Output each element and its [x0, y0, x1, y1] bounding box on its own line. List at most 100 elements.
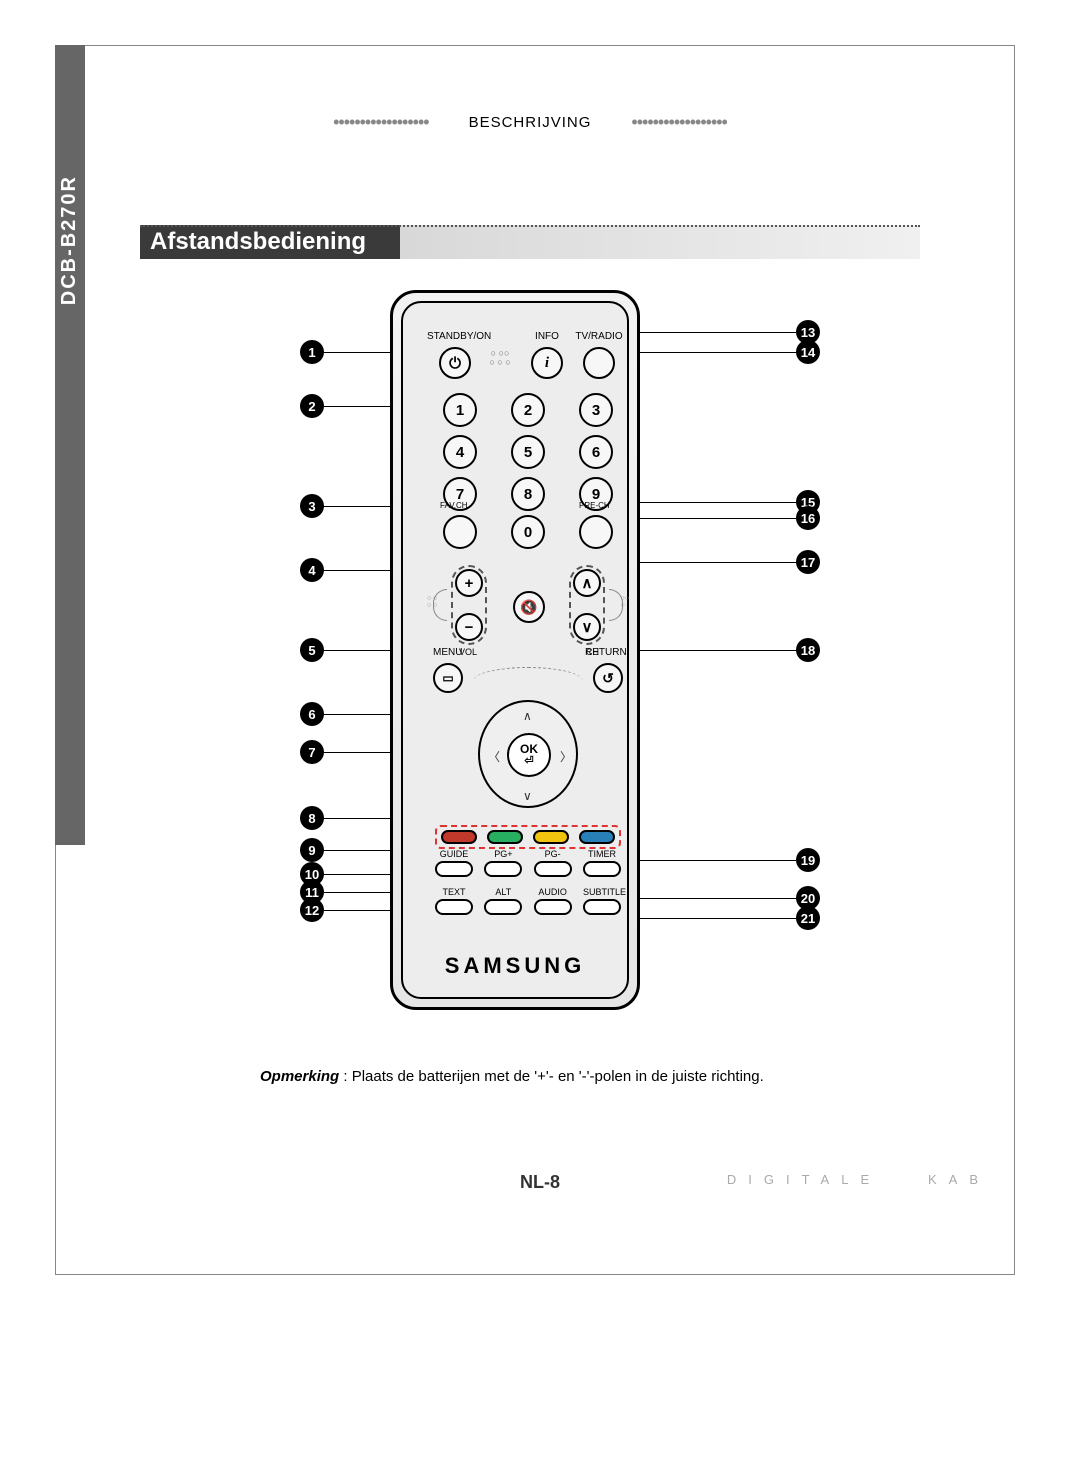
ok-label: OK — [520, 743, 538, 755]
menu-icon: ▭ — [442, 671, 453, 685]
remote-inner: STANDBY/ON INFO TV/RADIO ⏻ ○ ○○○ ○ ○ i 1… — [401, 301, 629, 999]
section-title-bar: Afstandsbediening — [140, 225, 920, 259]
tvradio-button[interactable] — [583, 347, 615, 379]
label-prech: PRE-CH — [579, 501, 610, 510]
callout-4: 4 — [300, 558, 324, 582]
digit-2-button[interactable]: 2 — [511, 393, 545, 427]
dpad-up-icon[interactable]: ∧ — [523, 709, 532, 723]
return-button[interactable]: ↺ — [593, 663, 623, 693]
label-tvradio: TV/RADIO — [571, 331, 627, 342]
row-a-labels: GUIDE PG+ PG- TIMER — [435, 849, 621, 859]
dpad-down-icon[interactable]: ∨ — [523, 789, 532, 803]
header-row: •••••••••••••••••• BESCHRIJVING ••••••••… — [140, 112, 920, 133]
label-pgminus: PG- — [534, 849, 572, 859]
callout-7: 7 — [300, 740, 324, 764]
label-info: INFO — [527, 331, 567, 342]
power-icon: ⏻ — [449, 355, 461, 372]
label-text: TEXT — [435, 887, 473, 897]
vol-down-button[interactable]: − — [455, 613, 483, 641]
brand-logo: SAMSUNG — [403, 953, 627, 979]
dpad-left-icon[interactable]: 〈 — [488, 748, 500, 765]
vol-capsule: + − — [451, 565, 487, 645]
callout-17: 17 — [796, 550, 820, 574]
dots-right: •••••••••••••••••• — [631, 112, 726, 133]
label-return: RETURN — [585, 647, 627, 658]
menu-return-row: ▭ ↺ — [433, 659, 623, 695]
dpad-zone: ∧ ∨ 〈 〉 OK ⏎ — [457, 693, 599, 815]
section-label: BESCHRIJVING — [469, 114, 592, 131]
alt-button[interactable] — [484, 899, 522, 915]
callout-2: 2 — [300, 394, 324, 418]
remote-body: STANDBY/ON INFO TV/RADIO ⏻ ○ ○○○ ○ ○ i 1… — [390, 290, 640, 1010]
section-title: Afstandsbediening — [150, 228, 366, 255]
label-favch: FAV.CH — [440, 501, 468, 510]
subtitle-button[interactable] — [583, 899, 621, 915]
mute-button[interactable]: 🔇 — [513, 591, 545, 623]
callout-9: 9 — [300, 838, 324, 862]
ir-window-icon: ○ ○○○ ○ ○ — [485, 349, 515, 375]
label-timer: TIMER — [583, 849, 621, 859]
product-code-label: DCB-B270R — [58, 175, 81, 305]
ch-up-button[interactable]: ∧ — [573, 569, 601, 597]
digit-4-button[interactable]: 4 — [443, 435, 477, 469]
mute-icon: 🔇 — [520, 599, 537, 616]
callout-12: 12 — [300, 898, 324, 922]
blue-key-button[interactable] — [579, 830, 615, 844]
row-b-buttons — [435, 899, 621, 929]
timer-button[interactable] — [583, 861, 621, 877]
note-prefix: Opmerking — [260, 1068, 339, 1085]
power-button[interactable]: ⏻ — [439, 347, 471, 379]
dots-left: •••••••••••••••••• — [333, 112, 428, 133]
callout-16: 16 — [796, 506, 820, 530]
pgminus-button[interactable] — [534, 861, 572, 877]
yellow-key-button[interactable] — [533, 830, 569, 844]
menu-arc-icon — [473, 667, 583, 681]
pgplus-button[interactable] — [484, 861, 522, 877]
callout-1: 1 — [300, 340, 324, 364]
callout-14: 14 — [796, 340, 820, 364]
side-tab: DCB-B270R — [55, 45, 85, 845]
return-icon: ↺ — [602, 670, 614, 687]
prech-button[interactable] — [579, 515, 613, 549]
ch-capsule: ∧ ∨ — [569, 565, 605, 645]
label-menu: MENU — [433, 647, 462, 658]
favch-button[interactable] — [443, 515, 477, 549]
label-guide: GUIDE — [435, 849, 473, 859]
audio-button[interactable] — [534, 899, 572, 915]
vol-ch-cluster: ○ ○○ ○ ○○○ + − VOL 🔇 ∧ ∨ CH — [427, 559, 629, 655]
callout-8: 8 — [300, 806, 324, 830]
digit-3-button[interactable]: 3 — [579, 393, 613, 427]
ch-down-button[interactable]: ∨ — [573, 613, 601, 641]
red-key-button[interactable] — [441, 830, 477, 844]
label-audio: AUDIO — [534, 887, 572, 897]
callout-3: 3 — [300, 494, 324, 518]
digit-8-button[interactable]: 8 — [511, 477, 545, 511]
menu-button[interactable]: ▭ — [433, 663, 463, 693]
text-button[interactable] — [435, 899, 473, 915]
footer-right: DIGITALE KAB — [727, 1172, 990, 1187]
enter-icon: ⏎ — [524, 755, 533, 767]
callout-18: 18 — [796, 638, 820, 662]
footer-word-b: KAB — [928, 1172, 990, 1187]
guide-button[interactable] — [435, 861, 473, 877]
label-subtitle: SUBTITLE — [583, 887, 621, 897]
note-body: : Plaats de batterijen met de '+'- en '-… — [339, 1068, 764, 1085]
footer-word-a: DIGITALE — [727, 1172, 881, 1187]
label-alt: ALT — [484, 887, 522, 897]
digit-6-button[interactable]: 6 — [579, 435, 613, 469]
callout-19: 19 — [796, 848, 820, 872]
callout-6: 6 — [300, 702, 324, 726]
label-standby: STANDBY/ON — [427, 331, 507, 342]
vol-up-button[interactable]: + — [455, 569, 483, 597]
digit-5-button[interactable]: 5 — [511, 435, 545, 469]
green-key-button[interactable] — [487, 830, 523, 844]
ok-button[interactable]: OK ⏎ — [507, 733, 551, 777]
callout-21: 21 — [796, 906, 820, 930]
info-button[interactable]: i — [531, 347, 563, 379]
digit-0-button[interactable]: 0 — [511, 515, 545, 549]
note: Opmerking : Plaats de batterijen met de … — [260, 1068, 764, 1085]
dpad-right-icon[interactable]: 〉 — [560, 748, 572, 765]
digit-1-button[interactable]: 1 — [443, 393, 477, 427]
remote-diagram: 123456789101112 131415161718192021 STAND… — [300, 290, 820, 1010]
row-b-labels: TEXT ALT AUDIO SUBTITLE — [435, 887, 621, 897]
